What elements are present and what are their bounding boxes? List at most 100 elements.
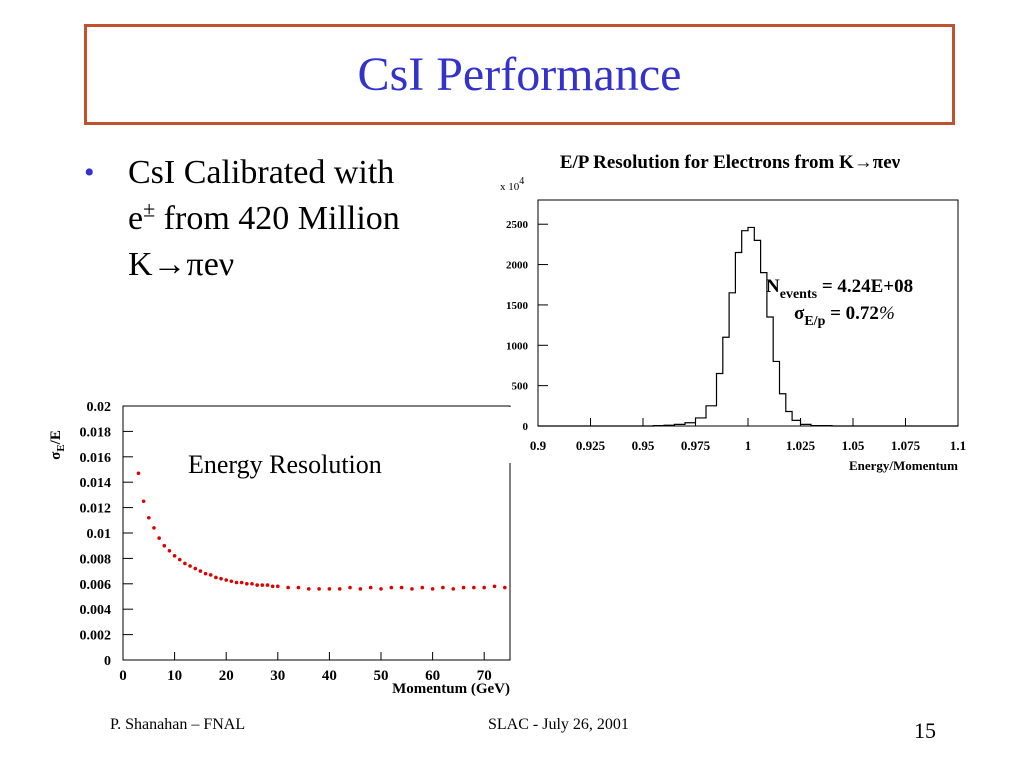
- energy-resolution-chart: σE/E 0 10 20 30 40 50 60 70 0 0.002 0.004 0.006 0.00…: [48, 400, 512, 697]
- y-tick-label-4: 0.008: [80, 552, 112, 567]
- data-point: [239, 580, 244, 585]
- data-point: [198, 569, 203, 573]
- bullet-line-3: K→πeν: [128, 246, 235, 283]
- x-tick-label-3: 0.975: [681, 438, 711, 453]
- x-tick-label-8: 1.1: [950, 438, 966, 453]
- x-tick-label-4: 1: [745, 438, 752, 453]
- data-point: [260, 583, 265, 587]
- data-point: [296, 585, 301, 590]
- sigma-annotation: σE/p = 0.72%: [794, 303, 895, 329]
- x-tick-label-6: 1.05: [842, 438, 865, 453]
- data-point: [183, 561, 187, 566]
- x-tick-label-7: 1.075: [891, 438, 921, 453]
- y-tick-label-6: 0.012: [80, 502, 112, 517]
- bullet-text: CsI Calibrated with e± from 420 Million …: [128, 150, 400, 288]
- bullet-line-2: e± from 420 Million: [128, 196, 400, 242]
- ep-resolution-chart: E/P Resolution for Electrons from K→πeν …: [500, 152, 966, 473]
- bullet-dot-icon: •: [84, 156, 95, 189]
- data-point: [224, 578, 228, 582]
- data-point: [136, 471, 141, 476]
- bullet-line-2-sup: ±: [143, 196, 156, 222]
- data-point: [358, 587, 363, 591]
- data-point: [234, 580, 239, 585]
- y-tick-label-5: 2500: [506, 219, 529, 231]
- slide-title: CsI Performance: [357, 48, 682, 101]
- data-point: [379, 587, 383, 591]
- data-point: [152, 526, 156, 530]
- frame-mask: [462, 407, 512, 463]
- data-point: [188, 564, 192, 568]
- y-tick-label-0: 0: [523, 421, 529, 433]
- y-tick-label-2: 1000: [506, 340, 529, 352]
- data-point: [399, 585, 404, 590]
- x-tick-label-0: 0: [119, 668, 127, 684]
- y-tick-label-9: 0.018: [80, 425, 112, 440]
- y-tick-label-10: 0.02: [87, 400, 112, 415]
- data-point: [410, 587, 414, 591]
- data-point: [276, 584, 280, 589]
- data-point: [214, 575, 218, 580]
- data-point: [245, 582, 249, 586]
- data-point: [208, 573, 213, 577]
- x-tick-label-2: 0.95: [632, 438, 655, 453]
- x-axis-label: Momentum (GeV): [392, 681, 510, 697]
- data-point: [265, 583, 270, 587]
- data-point: [250, 582, 254, 586]
- x-tick-label-3: 30: [270, 668, 285, 684]
- x-tick-label-7: 70: [477, 668, 492, 684]
- y-axis-label: σE/E: [48, 430, 67, 460]
- y-tick-label-3: 1500: [506, 300, 529, 312]
- multiplier-label: x 104: [500, 176, 524, 193]
- y-tick-label-4: 2000: [506, 260, 529, 272]
- hist-axes: 0.9 0.925 0.95 0.975 1 1.025 1.05 1.075 1.1 0 500 1…: [506, 219, 966, 453]
- data-point: [177, 557, 182, 562]
- data-point: [193, 566, 198, 571]
- x-tick-label-1: 0.925: [576, 438, 606, 453]
- y-tick-label-0: 0: [104, 654, 111, 669]
- data-point: [472, 585, 476, 590]
- data-point: [229, 579, 234, 584]
- footer-event: SLAC - July 26, 2001: [488, 716, 629, 733]
- data-point: [255, 583, 259, 587]
- data-point: [270, 584, 275, 589]
- energy-resolution-label: Energy Resolution: [188, 450, 382, 479]
- data-point: [420, 585, 425, 590]
- plot-frame: [537, 199, 959, 427]
- data-point: [172, 554, 177, 558]
- data-point: [167, 548, 172, 553]
- data-point: [430, 587, 435, 591]
- x-tick-label-5: 50: [374, 668, 389, 684]
- y-tick-label-1: 500: [512, 381, 529, 393]
- data-point: [147, 515, 151, 520]
- x-tick-label-5: 1.025: [786, 438, 816, 453]
- data-point: [162, 543, 167, 548]
- data-point: [327, 587, 332, 591]
- data-point: [441, 585, 445, 590]
- data-point: [337, 587, 342, 591]
- y-tick-label-3: 0.006: [80, 578, 112, 593]
- x-axis-label: Energy/Momentum: [849, 458, 958, 473]
- data-point: [157, 536, 161, 540]
- scatter-points: [136, 471, 507, 591]
- bullet-line-2-rest: from 420 Million: [155, 200, 400, 237]
- data-point: [389, 585, 394, 590]
- scatter-axes: 0 10 20 30 40 50 60 70 0 0.002 0.004 0.006 0.008 0.01…: [80, 400, 492, 684]
- data-point: [503, 585, 507, 590]
- x-tick-label-4: 40: [322, 668, 337, 684]
- y-tick-label-7: 0.014: [80, 476, 112, 491]
- bullet-line-2-prefix: e: [128, 200, 144, 237]
- y-tick-label-2: 0.004: [80, 603, 112, 618]
- x-tick-label-6: 60: [425, 668, 440, 684]
- bullet-line-1: CsI Calibrated with: [128, 154, 395, 191]
- data-point: [368, 585, 373, 590]
- data-point: [482, 585, 487, 590]
- data-point: [141, 499, 146, 504]
- data-point: [451, 587, 456, 591]
- page-number: 15: [914, 718, 936, 743]
- y-tick-label-1: 0.002: [80, 629, 112, 644]
- events-annotation: Nevents = 4.24E+08: [766, 276, 913, 302]
- title-box: CsI Performance: [84, 24, 955, 125]
- data-point: [286, 585, 290, 590]
- data-point: [492, 584, 497, 589]
- x-tick-label-2: 20: [219, 668, 234, 684]
